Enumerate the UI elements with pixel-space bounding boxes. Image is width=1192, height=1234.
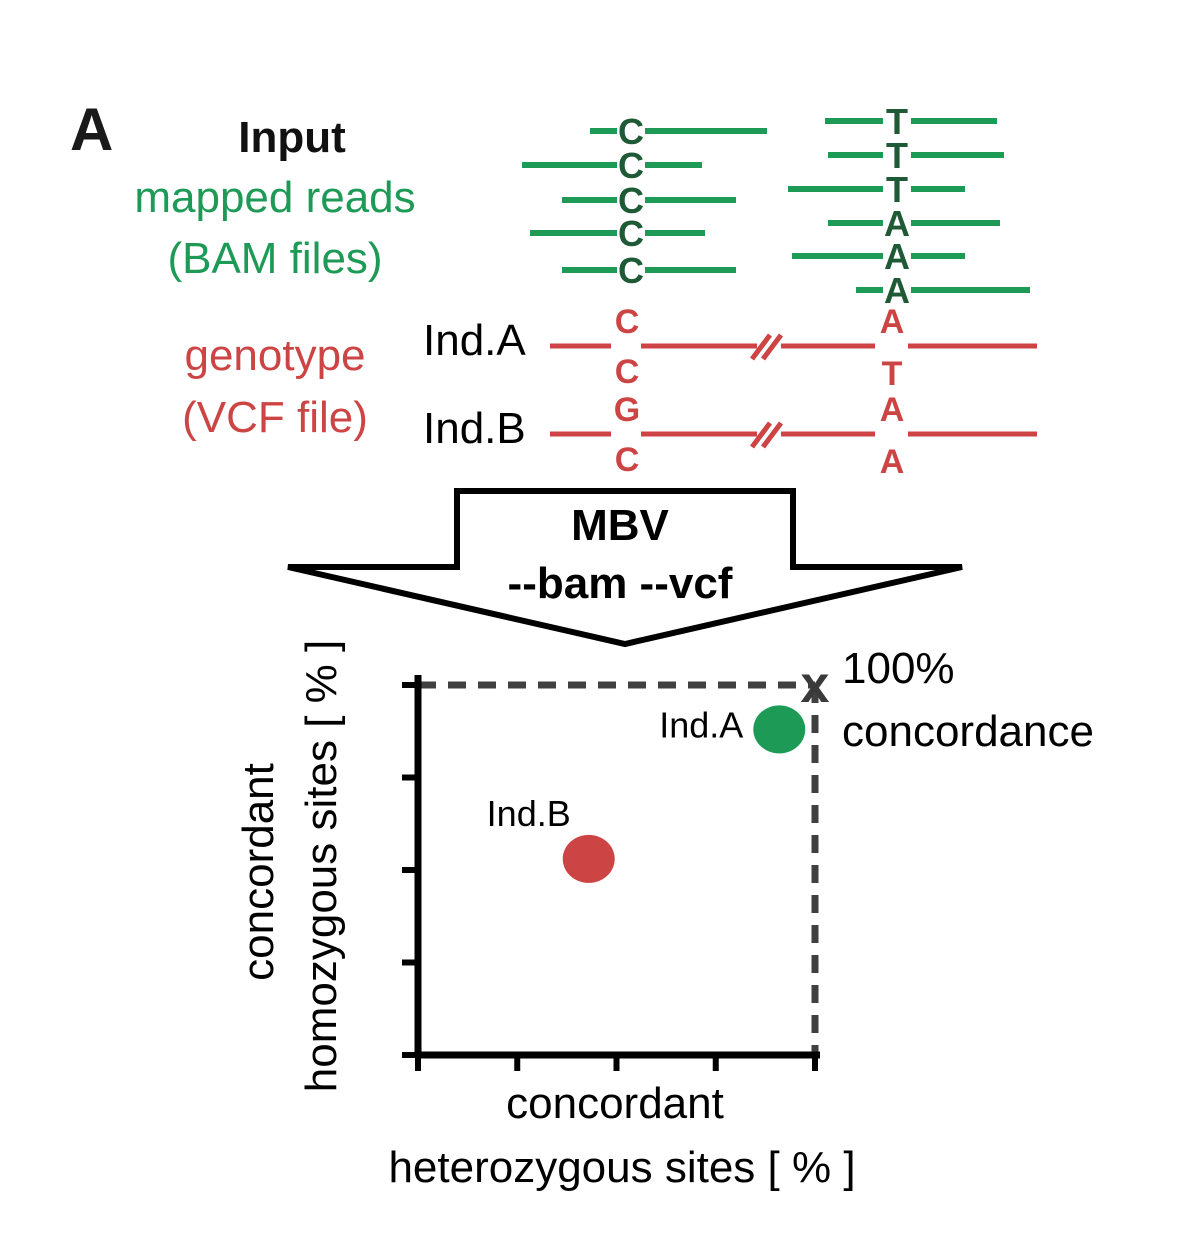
read-base-gap	[617, 150, 645, 180]
read-base-gap	[617, 218, 645, 248]
read-base-site2: A	[884, 203, 910, 244]
read-base-gap	[617, 116, 645, 146]
point-label: Ind.B	[487, 793, 571, 834]
max-label-line2: concordance	[842, 707, 1094, 756]
read-base-gap	[617, 185, 645, 215]
genotype-label-line2: (VCF file)	[182, 393, 368, 442]
read-base-gap	[883, 275, 911, 305]
individual-label: Ind.A	[423, 316, 526, 365]
read-base-site1: C	[618, 111, 644, 152]
allele-site2-top: A	[880, 391, 905, 429]
allele-site2-bottom: T	[882, 355, 903, 393]
read-base-gap	[883, 208, 911, 238]
break-mark	[750, 333, 772, 361]
x-axis-label-line2: heterozygous sites [ % ]	[388, 1143, 855, 1192]
read-base-gap	[617, 255, 645, 285]
allele-site1-bottom: C	[615, 353, 640, 391]
y-axis-label-line2: homozygous sites [ % ]	[297, 640, 346, 1092]
x-axis-label-line1: concordant	[506, 1079, 724, 1128]
read-base-gap	[883, 106, 911, 136]
read-base-site2: T	[886, 169, 908, 210]
max-concordance-marker: x	[801, 656, 830, 714]
panel-label: A	[70, 96, 113, 163]
read-base-site1: C	[618, 180, 644, 221]
reads-label-line1: mapped reads	[134, 173, 415, 222]
max-label-line1: 100%	[842, 644, 955, 693]
input-title: Input	[238, 113, 346, 162]
mbv-arrow	[287, 488, 963, 648]
break-mark	[761, 333, 783, 361]
read-base-gap	[883, 140, 911, 170]
break-mark	[761, 421, 783, 449]
point-ind-b	[562, 834, 615, 883]
arrow-label-line1: MBV	[571, 501, 669, 550]
individual-label: Ind.B	[423, 404, 526, 453]
concordance-plot: x Ind.A Ind.B	[402, 656, 830, 1071]
point-label: Ind.A	[659, 704, 743, 745]
read-base-site2: T	[886, 101, 908, 142]
read-base-site1: C	[618, 250, 644, 291]
arrow-label-line2: --bam --vcf	[508, 559, 733, 608]
allele-site2-top: A	[880, 303, 905, 341]
allele-site2-bottom: A	[880, 443, 905, 481]
allele-site1-top: C	[615, 303, 640, 341]
point-ind-a	[753, 705, 806, 754]
genotype-label-line1: genotype	[184, 331, 365, 380]
read-base-site1: C	[618, 145, 644, 186]
read-base-site2: A	[884, 236, 910, 277]
break-mark	[750, 421, 772, 449]
allele-site1-bottom: C	[615, 441, 640, 479]
reads-label-line2: (BAM files)	[167, 234, 382, 283]
read-base-gap	[883, 174, 911, 204]
read-base-site1: C	[618, 213, 644, 254]
y-axis-label-line1: concordant	[234, 763, 283, 981]
read-base-gap	[883, 241, 911, 271]
read-base-site2: T	[886, 135, 908, 176]
read-base-site2: A	[884, 270, 910, 311]
allele-site1-top: G	[614, 391, 640, 429]
